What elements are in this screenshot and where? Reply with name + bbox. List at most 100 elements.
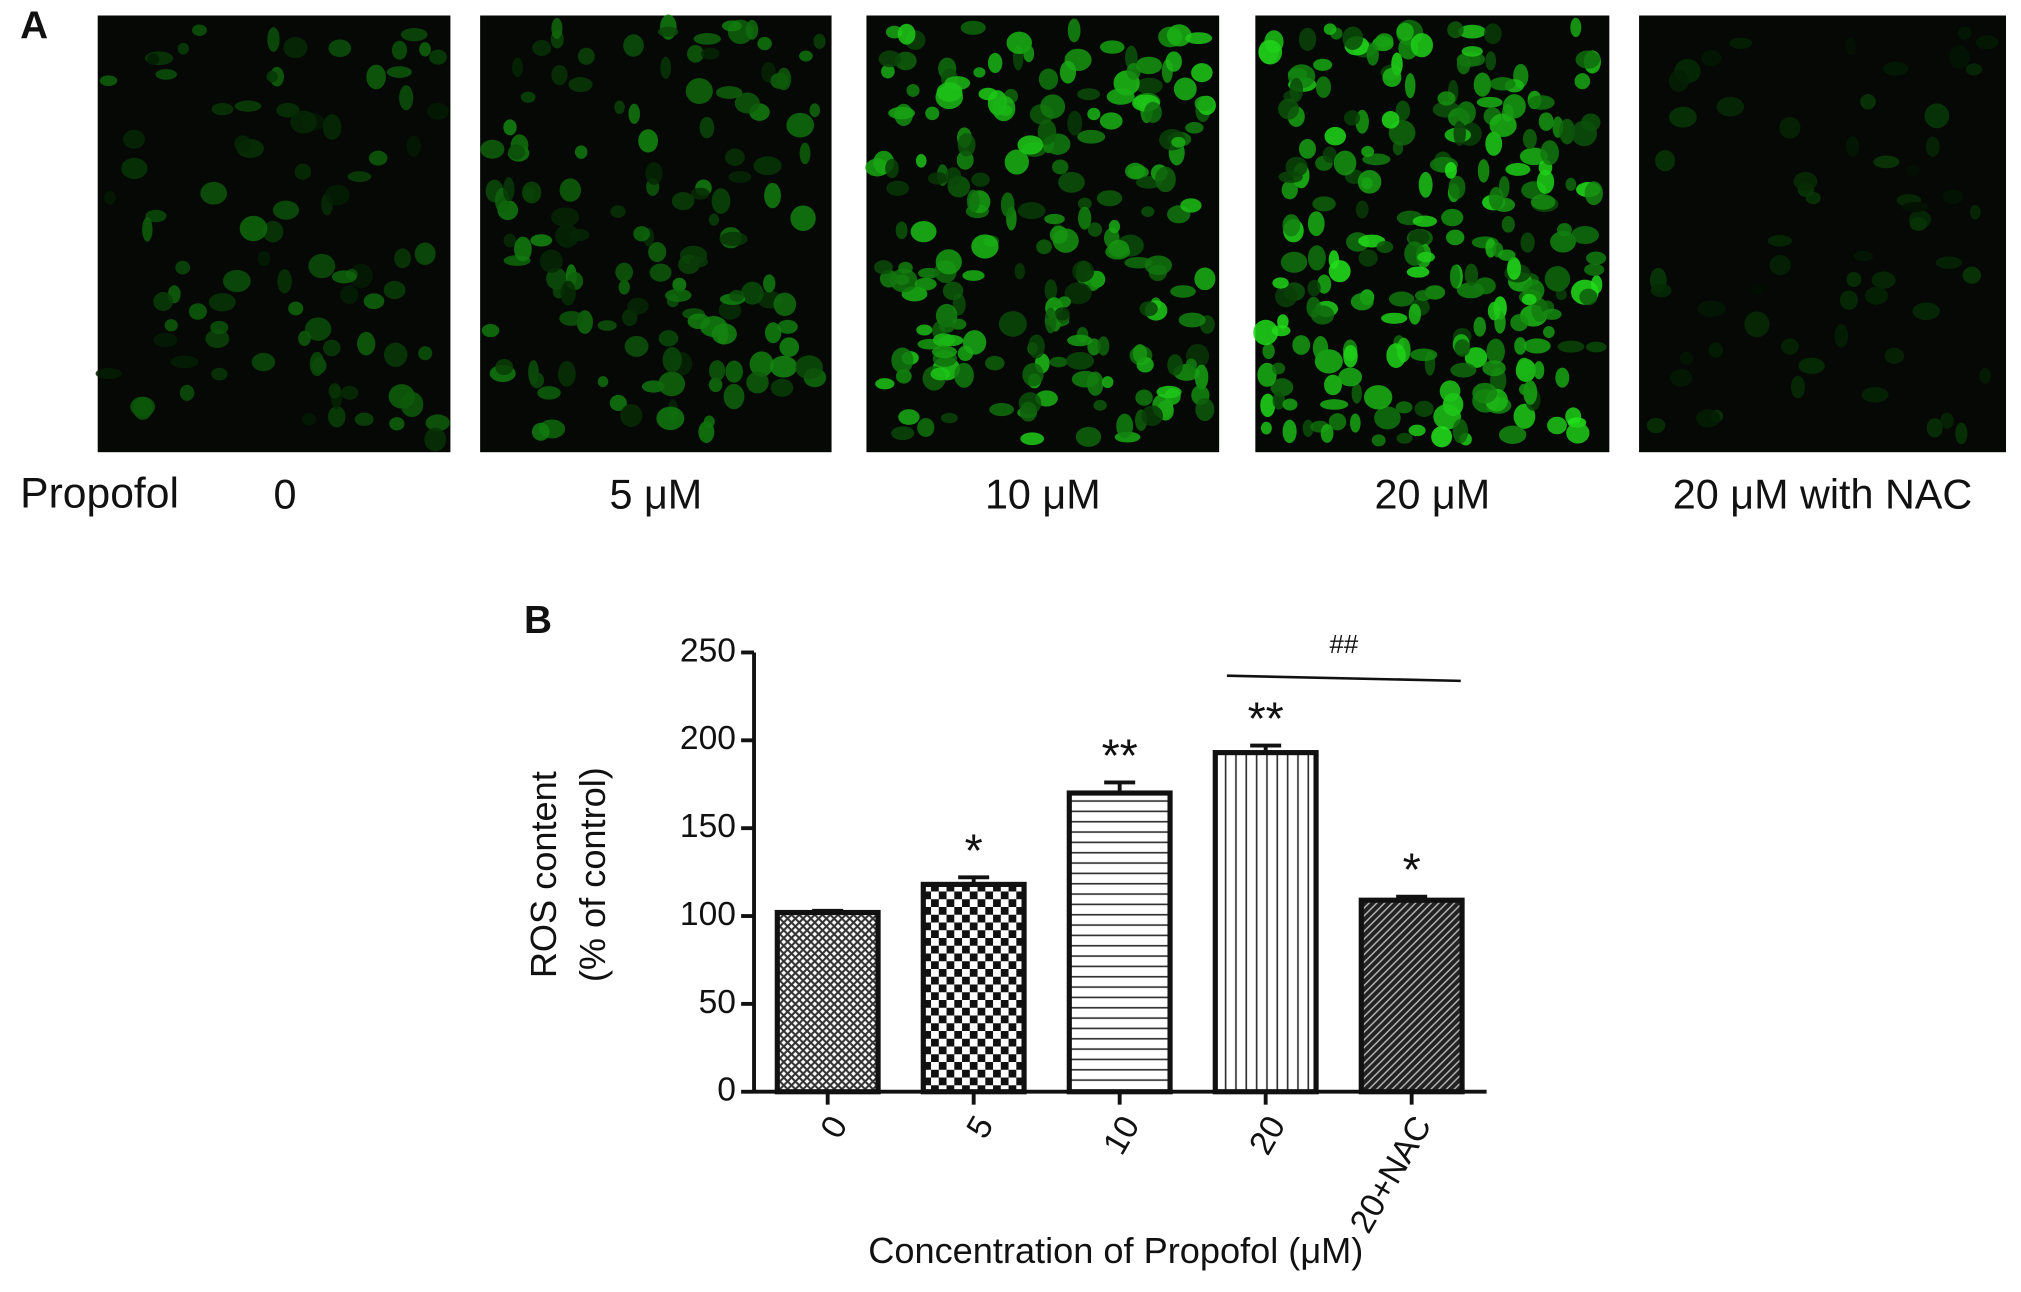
cell [426, 102, 449, 120]
cell [1670, 369, 1693, 387]
cell [200, 181, 228, 205]
cell [703, 415, 715, 428]
cell [769, 355, 798, 378]
cell [1342, 26, 1364, 50]
cell [277, 269, 292, 294]
cell [363, 293, 385, 310]
cell [627, 297, 649, 315]
cell [1087, 107, 1101, 121]
cell [1485, 51, 1497, 71]
cell [1566, 422, 1590, 444]
cell [723, 383, 745, 410]
x-axis-label: Concentration of Propofol (μM) [868, 1230, 1363, 1271]
micrograph [865, 15, 1220, 453]
micrograph [95, 15, 451, 453]
error-bar [1396, 894, 1428, 901]
cell [512, 57, 523, 77]
cell [1020, 432, 1045, 446]
cell [624, 335, 649, 357]
cell [711, 188, 731, 214]
cell [1522, 128, 1537, 149]
cell [687, 313, 711, 330]
cell [325, 184, 350, 206]
cell [1485, 131, 1503, 156]
cell [429, 49, 447, 65]
cell [1312, 336, 1329, 360]
cell [1410, 33, 1434, 58]
cell [1028, 334, 1045, 359]
cell [1431, 426, 1453, 448]
cell [1408, 424, 1426, 437]
cell [1926, 418, 1943, 438]
cell [170, 355, 199, 369]
cell [1458, 24, 1487, 39]
cell [1555, 289, 1567, 301]
cell [809, 103, 821, 118]
cell [1363, 385, 1393, 410]
cell [1404, 73, 1416, 99]
cell [1195, 397, 1215, 422]
cell [400, 27, 428, 42]
cell [481, 323, 500, 338]
cell [773, 292, 797, 316]
cell [1584, 263, 1605, 276]
cell [725, 360, 743, 383]
cell [322, 339, 341, 357]
cell [740, 281, 764, 305]
bracket [1226, 674, 1461, 683]
cell [1538, 112, 1554, 131]
cell [618, 279, 630, 295]
cell [1846, 271, 1862, 287]
cell [1358, 249, 1378, 267]
cell [1453, 120, 1466, 146]
cell [1054, 307, 1070, 321]
cell [290, 110, 317, 134]
cell [1338, 367, 1363, 387]
cell [1472, 382, 1498, 404]
cell [614, 100, 625, 115]
cell [1448, 175, 1466, 200]
cell [610, 205, 626, 218]
cell [1282, 419, 1297, 444]
cell [1414, 400, 1434, 418]
cell [914, 277, 937, 291]
cell [1396, 22, 1414, 41]
cell [1064, 282, 1092, 305]
image-label: 10 μM [985, 471, 1101, 517]
micrograph [480, 14, 832, 453]
cell [998, 311, 1027, 337]
cell [383, 342, 408, 367]
significance: * [965, 824, 983, 876]
cell [609, 394, 627, 411]
cell [210, 320, 229, 335]
x-tick-label: 5 [960, 1110, 1001, 1145]
cell [383, 280, 406, 300]
cell [1488, 186, 1504, 211]
cell [1586, 251, 1607, 265]
cell [925, 106, 940, 121]
cell [1298, 139, 1316, 159]
cell [239, 215, 268, 242]
cell [1834, 323, 1849, 348]
cell [989, 402, 1014, 417]
cell [1708, 342, 1724, 358]
cell [531, 422, 550, 441]
cell [328, 406, 346, 428]
cell [711, 323, 737, 345]
cell [656, 406, 685, 431]
cell [933, 333, 955, 347]
cell [414, 242, 436, 265]
cell [623, 34, 644, 57]
error-bar [1250, 743, 1282, 753]
y-tick-label: 50 [699, 984, 736, 1021]
cell [1853, 250, 1874, 262]
cell [1044, 307, 1057, 334]
cell [878, 50, 902, 68]
cell [1579, 288, 1598, 306]
cell [1477, 159, 1490, 183]
cell [1260, 421, 1272, 435]
cell [1320, 424, 1334, 443]
cell [1052, 159, 1069, 175]
cell [1171, 136, 1186, 148]
